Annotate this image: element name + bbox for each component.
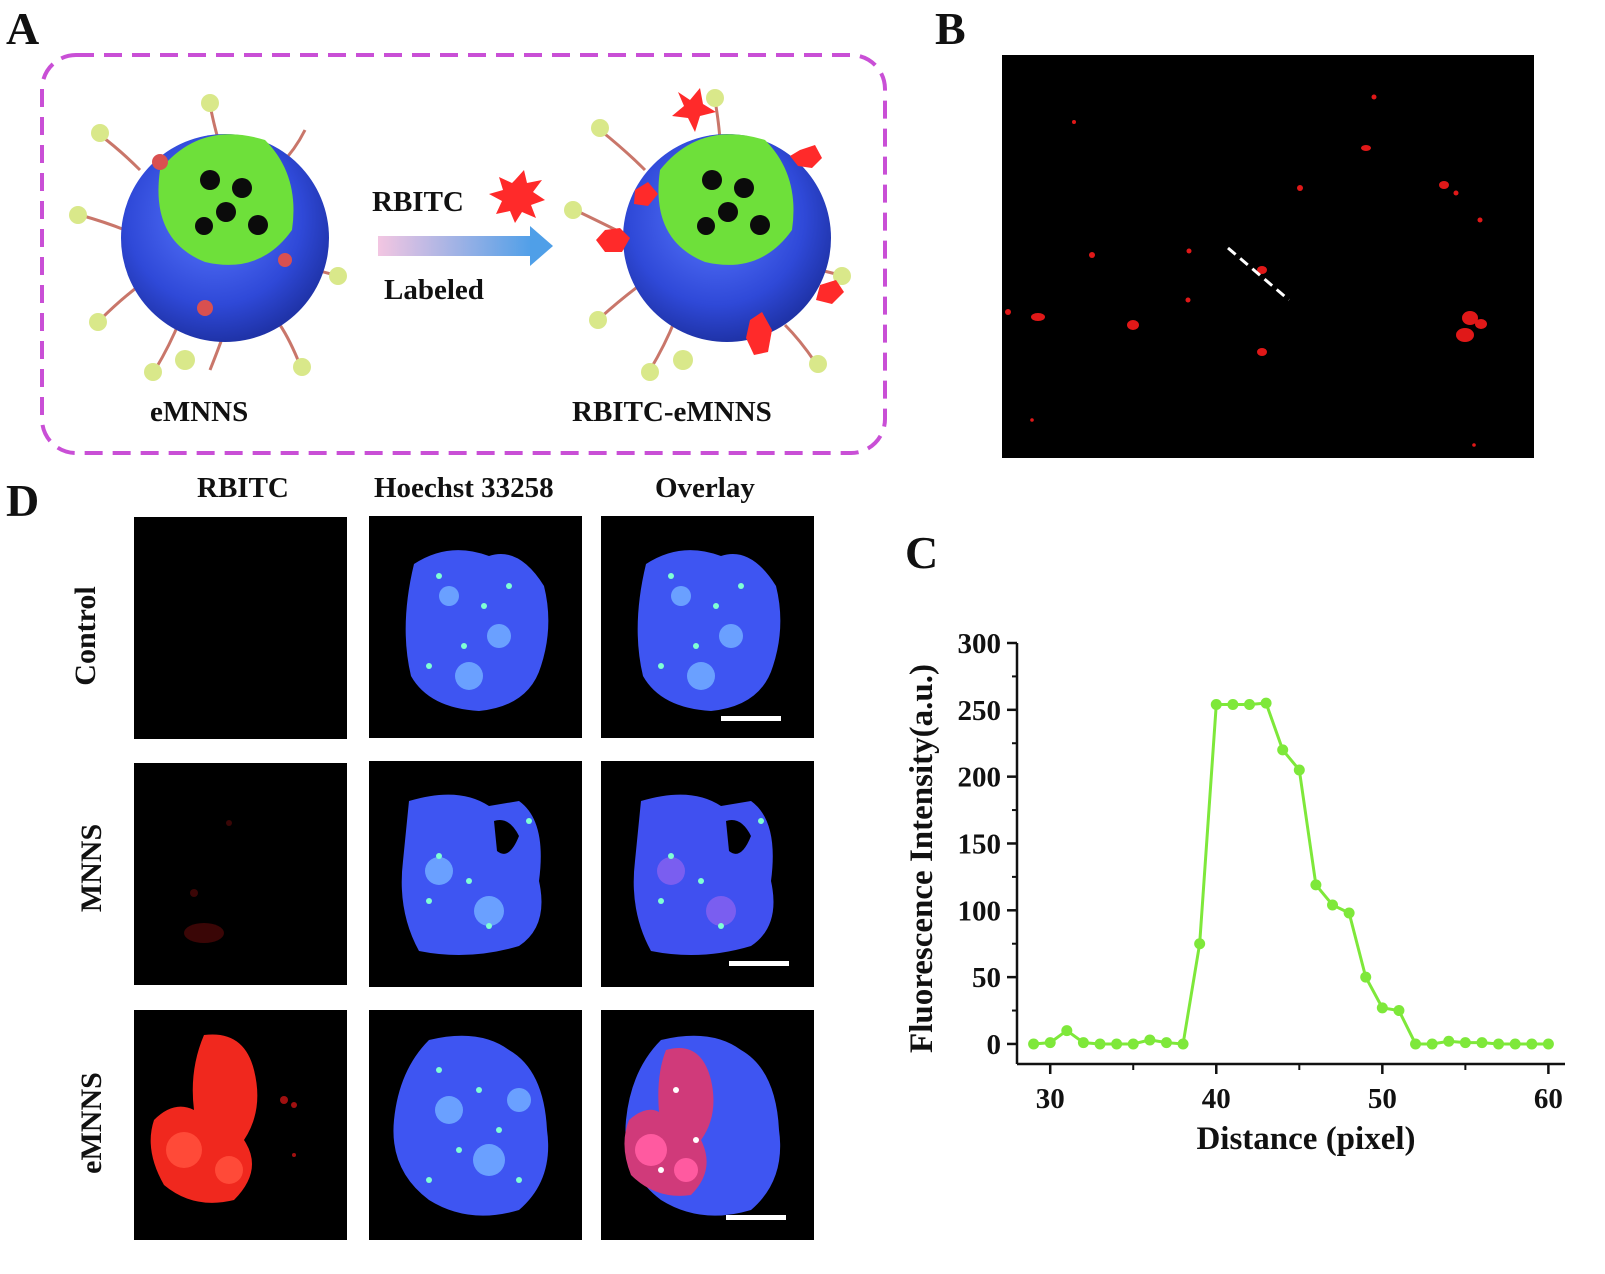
image-mnns-rbitc	[134, 763, 347, 985]
x-tick-label: 50	[1368, 1083, 1397, 1115]
scale-bar	[729, 961, 789, 966]
row-label-mnns: MNNS	[75, 823, 108, 913]
image-mnns-overlay	[601, 761, 814, 987]
column-header-overlay: Overlay	[655, 472, 755, 504]
data-point	[1077, 1037, 1089, 1049]
data-point	[1111, 1038, 1123, 1050]
data-line	[1033, 701, 1549, 1046]
panel-c-line-chart: 0 50 100 150 200 250 300 30 40 50 60 Distance (pixe…	[880, 600, 1605, 1180]
rbitc-star-icon	[489, 170, 545, 223]
data-point	[1360, 971, 1372, 983]
data-point	[1227, 698, 1239, 710]
data-point	[1293, 764, 1305, 776]
image-emnns-rbitc	[134, 1010, 347, 1240]
data-point	[1260, 697, 1272, 709]
data-point	[1509, 1038, 1521, 1050]
data-point	[1243, 698, 1255, 710]
data-point	[1443, 1035, 1455, 1047]
labeling-arrow	[378, 226, 553, 266]
data-point	[1177, 1038, 1189, 1050]
dashed-border	[40, 53, 887, 455]
data-point	[1343, 907, 1355, 919]
data-point	[1028, 1038, 1040, 1050]
data-point	[1327, 899, 1339, 911]
scale-bar	[721, 716, 781, 721]
x-tick-label: 30	[1036, 1083, 1065, 1115]
panel-label-b: B	[935, 3, 966, 54]
data-point	[1194, 938, 1206, 950]
rbitc-emnns-particle	[564, 88, 851, 381]
image-mnns-hoechst	[369, 761, 582, 987]
rbitc-reagent-label: RBITC	[372, 186, 464, 218]
image-control-hoechst	[369, 516, 582, 738]
emnns-caption: eMNNS	[150, 396, 249, 428]
y-tick-label: 150	[958, 828, 1002, 860]
x-tick-label: 40	[1202, 1083, 1231, 1115]
y-tick-label: 250	[958, 695, 1002, 727]
labeled-process-label: Labeled	[384, 274, 484, 306]
x-axis-title: Distance (pixel)	[1196, 1121, 1415, 1157]
data-point	[1459, 1037, 1471, 1049]
column-header-rbitc: RBITC	[197, 472, 289, 504]
data-point	[1493, 1038, 1505, 1050]
image-control-rbitc	[134, 517, 347, 739]
image-control-overlay	[601, 516, 814, 738]
data-point	[1094, 1038, 1106, 1050]
data-point	[1144, 1034, 1156, 1046]
row-label-control: Control	[69, 586, 102, 686]
data-point	[1160, 1037, 1172, 1049]
scale-bar	[726, 1215, 786, 1220]
y-tick-label: 50	[972, 962, 1001, 994]
y-axis-title: Fluorescence Intensity(a.u.)	[904, 664, 940, 1053]
image-emnns-overlay	[601, 1010, 814, 1240]
data-point	[1376, 1002, 1388, 1014]
data-point	[1393, 1005, 1405, 1017]
panel-a-schematic: eMNNS RBITC-eMNNS RBITC Labeled	[0, 0, 900, 470]
y-tick-label: 100	[958, 895, 1002, 927]
panel-label-a: A	[6, 3, 40, 54]
panel-label-d: D	[6, 475, 40, 526]
data-point	[1410, 1038, 1422, 1050]
column-header-hoechst: Hoechst 33258	[374, 472, 554, 504]
data-point	[1476, 1037, 1488, 1049]
rbitc-emnns-caption: RBITC-eMNNS	[572, 396, 772, 428]
x-tick-label: 60	[1534, 1083, 1563, 1115]
y-tick-label: 0	[987, 1029, 1002, 1061]
data-point	[1526, 1038, 1538, 1050]
emnns-particle	[69, 94, 347, 381]
data-point	[1044, 1037, 1056, 1049]
panel-b-fluorescence-image	[1002, 55, 1534, 458]
data-point	[1210, 698, 1222, 710]
data-point	[1277, 744, 1289, 756]
data-point	[1127, 1038, 1139, 1050]
data-point	[1542, 1038, 1554, 1050]
panel-label-c: C	[905, 527, 939, 578]
data-point	[1426, 1038, 1438, 1050]
y-tick-label: 200	[958, 762, 1002, 794]
row-label-emnns: eMNNS	[75, 1072, 108, 1174]
data-point	[1061, 1025, 1073, 1037]
line-profile-marker	[1227, 246, 1290, 302]
image-emnns-hoechst	[369, 1010, 582, 1240]
data-point	[1310, 879, 1322, 891]
y-tick-label: 300	[958, 628, 1002, 660]
